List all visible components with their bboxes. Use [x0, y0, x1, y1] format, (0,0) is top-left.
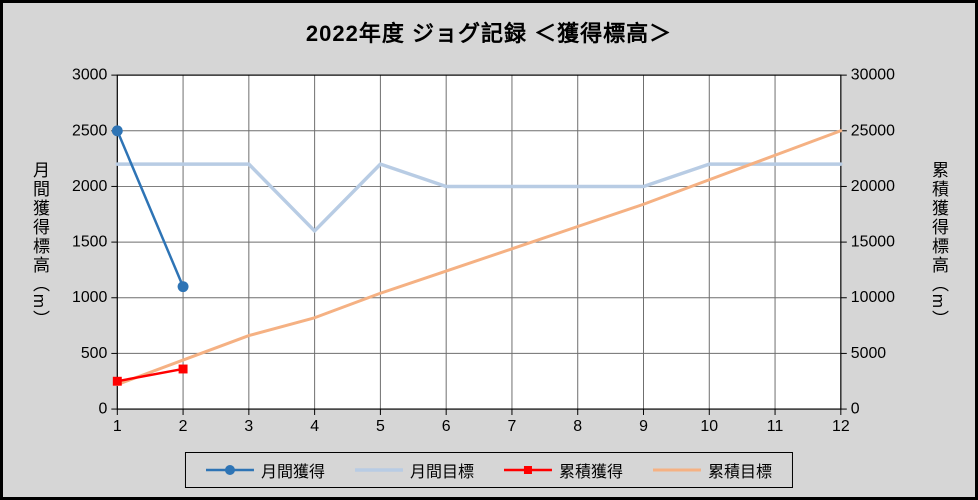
left-tick-label: 1000 — [72, 289, 108, 306]
right-tick-label: 0 — [851, 401, 860, 418]
x-tick-label: 10 — [700, 418, 718, 435]
marker-cumulative-actual — [178, 364, 188, 374]
x-tick-label: 5 — [376, 418, 385, 435]
x-tick-label: 12 — [832, 418, 850, 435]
right-tick-label: 30000 — [851, 67, 895, 84]
legend-label-cumulative-target: 累積目標 — [708, 464, 773, 481]
legend: 月間獲得 月間目標 累積獲得 累積目標 — [184, 452, 794, 488]
legend-label-monthly-actual: 月間獲得 — [260, 464, 325, 481]
legend-item-cumulative-actual: 累積獲得 — [504, 458, 623, 482]
x-tick-label: 7 — [508, 418, 517, 435]
right-axis-title: 累積獲得標高（m） — [929, 160, 948, 330]
right-tick-label: 15000 — [851, 234, 895, 251]
marker-monthly-actual — [111, 125, 123, 137]
x-tick-label: 3 — [244, 418, 253, 435]
legend-item-monthly-actual: 月間獲得 — [205, 458, 325, 482]
x-tick-label: 9 — [639, 418, 648, 435]
x-tick-label: 6 — [442, 418, 451, 435]
legend-label-monthly-target: 月間目標 — [409, 464, 474, 481]
right-tick-label: 20000 — [851, 178, 895, 195]
left-axis-title: 月間獲得標高（m） — [30, 160, 49, 330]
left-tick-label: 500 — [81, 345, 108, 362]
right-tick-label: 5000 — [851, 345, 887, 362]
chart-title: 2022年度 ジョグ記録 ＜獲得標高＞ — [305, 21, 673, 46]
plot-canvas: 0500100015002000250030000500010000150002… — [72, 67, 895, 435]
x-tick-label: 8 — [573, 418, 582, 435]
marker-monthly-actual — [177, 281, 189, 293]
legend-sample-monthly-actual — [205, 465, 254, 475]
legend-sample-cumulative-actual — [504, 466, 552, 474]
series-line-cumulative-actual — [116, 367, 185, 383]
right-tick-label: 25000 — [851, 122, 895, 139]
series-line-monthly-actual — [116, 129, 185, 288]
legend-sample-cumulative-target — [653, 468, 702, 472]
legend-label-cumulative-actual: 累積獲得 — [559, 464, 624, 481]
x-tick-label: 11 — [767, 418, 784, 435]
series-line-cumulative-target — [115, 129, 843, 387]
left-tick-label: 0 — [99, 401, 108, 418]
marker-cumulative-actual — [112, 376, 122, 386]
left-tick-label: 1500 — [72, 234, 108, 251]
left-tick-label: 3000 — [72, 67, 108, 84]
x-tick-label: 4 — [310, 418, 319, 435]
x-tick-label: 1 — [113, 418, 122, 435]
legend-sample-monthly-target — [354, 468, 403, 472]
right-tick-label: 10000 — [851, 289, 895, 306]
legend-item-cumulative-target: 累積目標 — [653, 458, 772, 482]
x-tick-label: 2 — [179, 418, 188, 435]
left-tick-label: 2000 — [72, 178, 108, 195]
series-line-monthly-target — [115, 162, 843, 233]
legend-item-monthly-target: 月間目標 — [354, 458, 474, 482]
left-tick-label: 2500 — [72, 122, 108, 139]
